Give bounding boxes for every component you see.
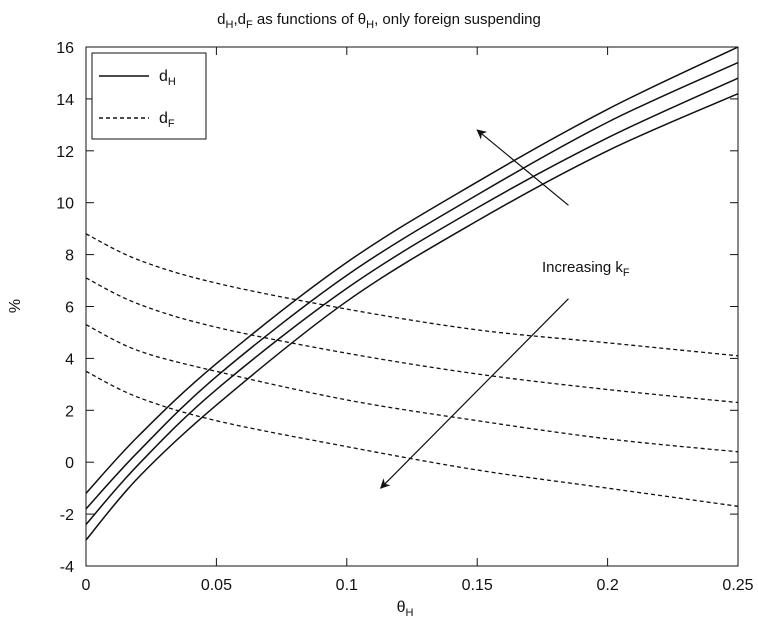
x-axis: 0 0.05 0.1 0.15 0.2 0.25 (82, 47, 754, 594)
y-tick-label: 14 (56, 92, 74, 109)
arrow-layer (380, 129, 569, 489)
y-tick-label: 4 (65, 351, 74, 368)
legend: dH dF (91, 52, 207, 140)
y-tick-label: 6 (65, 300, 74, 317)
annotation-arrow-0 (476, 129, 569, 206)
y-axis-title: % (7, 299, 24, 313)
y-tick-label: 12 (56, 144, 74, 161)
y-tick-label: 0 (65, 455, 74, 472)
series-line-dh-2 (86, 77, 738, 525)
x-axis-title: θH (397, 599, 414, 619)
y-tick-label: -4 (60, 559, 74, 576)
legend-label-dh: dH (159, 68, 176, 88)
chart-title: dH,dF as functions of θH, only foreign s… (217, 11, 541, 31)
x-tick-label: 0.1 (336, 577, 358, 594)
x-tick-label: 0.25 (722, 577, 753, 594)
y-axis: -4 -2 0 2 4 6 8 10 12 14 16 (56, 40, 738, 576)
x-tick-label: 0 (82, 577, 91, 594)
series-line-df-6 (86, 324, 738, 453)
annotation-arrow-1 (380, 298, 569, 489)
annotation-increasing-kf: Increasing kF (542, 259, 630, 279)
series-line-df-7 (86, 370, 738, 507)
y-tick-label: 10 (56, 196, 74, 213)
y-tick-label: 2 (65, 403, 74, 420)
series-line-df-5 (86, 277, 738, 404)
series-layer (86, 47, 738, 541)
series-line-df-4 (86, 233, 738, 357)
series-line-dh-3 (86, 93, 738, 541)
y-tick-label: 16 (56, 40, 74, 57)
legend-label-df: dF (159, 110, 175, 130)
x-tick-label: 0.05 (201, 577, 232, 594)
y-tick-label: -2 (60, 507, 74, 524)
legend-box (91, 52, 207, 140)
y-tick-label: 8 (65, 248, 74, 265)
x-tick-label: 0.15 (462, 577, 493, 594)
series-line-dh-0 (86, 47, 738, 494)
x-tick-label: 0.2 (596, 577, 618, 594)
series-line-dh-1 (86, 61, 738, 510)
